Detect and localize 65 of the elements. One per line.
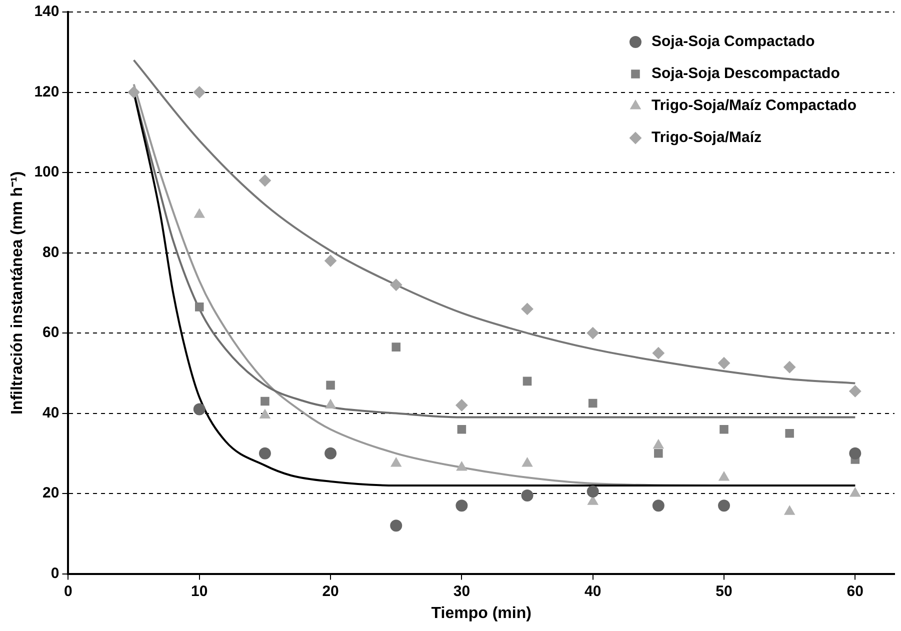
x-tick-label: 50 [716, 582, 732, 600]
point [784, 506, 795, 515]
point [588, 398, 598, 408]
point [390, 457, 402, 467]
x-axis-title: Tiempo (min) [431, 604, 532, 622]
point [718, 500, 730, 512]
point [258, 447, 271, 460]
point [457, 424, 466, 434]
point [325, 399, 336, 409]
x-tick-label: 0 [64, 582, 72, 600]
point [784, 361, 796, 374]
x-tick-label: 10 [191, 582, 208, 600]
y-tick-label: 120 [34, 83, 60, 100]
point [653, 439, 664, 449]
point [652, 500, 664, 512]
x-tick-label: 40 [584, 582, 602, 600]
y-tick-label: 140 [34, 3, 60, 20]
y-tick-label: 80 [42, 244, 60, 261]
point [258, 174, 271, 187]
point [260, 396, 270, 406]
point [324, 447, 337, 460]
point [652, 347, 664, 360]
point [586, 327, 599, 340]
point [522, 457, 533, 467]
point [194, 302, 204, 312]
point [720, 424, 728, 434]
point [850, 488, 860, 497]
point [586, 486, 599, 498]
point [128, 86, 140, 98]
point [456, 399, 468, 412]
y-tick-label: 0 [50, 564, 60, 582]
x-tick-label: 20 [322, 582, 339, 600]
point [326, 380, 335, 390]
legend-label: Soja-Soja Compactado [651, 33, 815, 50]
point [522, 376, 532, 386]
legend-label: Soja-Soja Descompactado [651, 65, 840, 82]
point [521, 490, 534, 502]
x-tick-label: 60 [846, 582, 864, 600]
point [849, 385, 862, 398]
y-tick-label: 100 [34, 164, 60, 181]
legend-label: Trigo-Soja/Maíz Compactado [651, 97, 857, 114]
point [718, 357, 730, 370]
point [456, 500, 468, 512]
point [718, 471, 730, 481]
point [390, 278, 402, 291]
y-tick-label: 40 [42, 404, 60, 422]
y-axis-title: Infiltración instantánea (mm h⁻¹) [9, 171, 26, 415]
line-series [132, 59, 856, 384]
point [392, 342, 400, 352]
point [324, 254, 337, 267]
point [193, 86, 206, 98]
point [521, 302, 534, 315]
y-tick-label: 60 [42, 324, 60, 342]
legend-label: Trigo-Soja/Maíz [651, 129, 762, 146]
point [260, 409, 270, 419]
point [785, 428, 794, 438]
point [194, 208, 205, 218]
point [654, 449, 663, 458]
point [390, 520, 402, 532]
y-tick-label: 20 [42, 484, 60, 502]
point [849, 447, 862, 460]
point [588, 496, 598, 505]
point [193, 403, 206, 416]
x-tick-label: 30 [453, 582, 470, 600]
point [456, 461, 467, 471]
